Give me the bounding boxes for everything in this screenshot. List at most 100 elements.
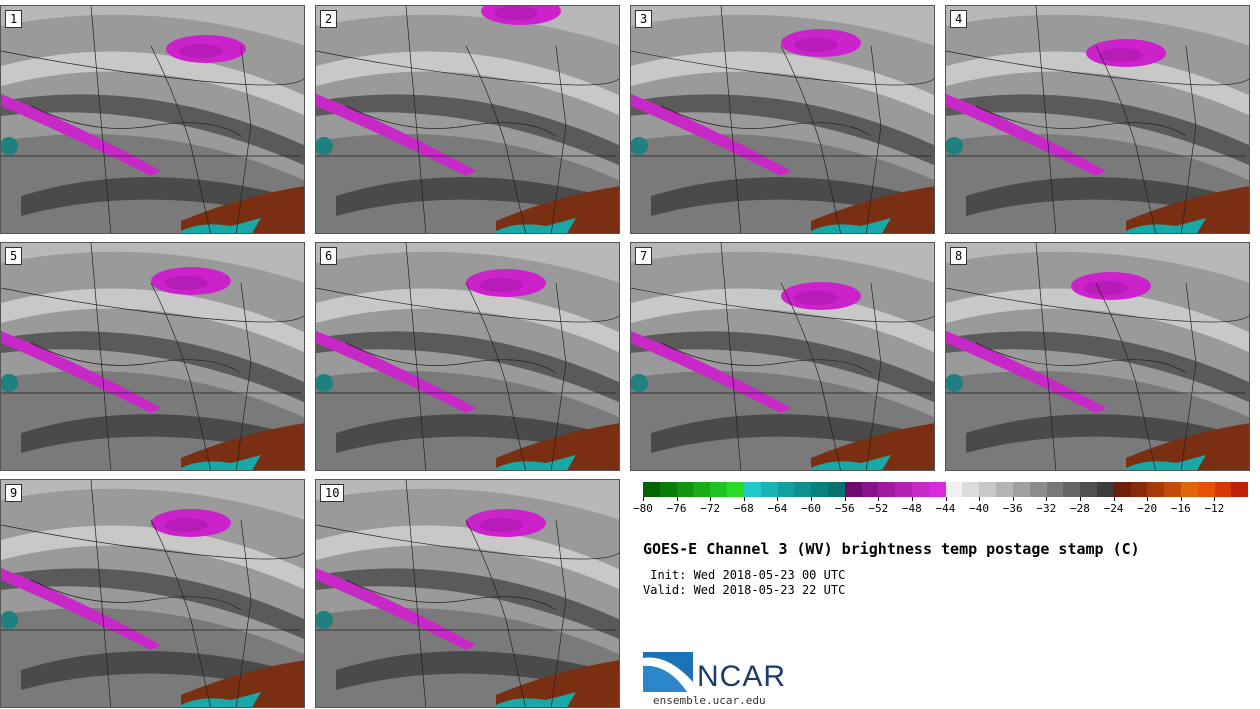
plot-title: GOES-E Channel 3 (WV) brightness temp po… — [643, 540, 1140, 558]
colorbar-tick-label: −64 — [767, 502, 788, 515]
stamp-panel: 6 — [315, 242, 620, 471]
colorbar-tick-label: −48 — [901, 502, 922, 515]
colorbar-tick — [911, 497, 913, 501]
colorbar-swatch — [693, 482, 711, 497]
colorbar-swatch — [811, 482, 828, 497]
valid-time: Valid: Wed 2018-05-23 22 UTC — [643, 583, 846, 597]
colorbar-tick — [777, 497, 779, 501]
panel-number-label: 3 — [635, 10, 653, 28]
init-time: Init: Wed 2018-05-23 00 UTC — [643, 568, 846, 582]
colorbar-swatch — [743, 482, 761, 497]
colorbar-swatch — [1029, 482, 1047, 497]
colorbar-swatch — [1063, 482, 1081, 497]
colorbar-tick-label: −28 — [1070, 502, 1090, 515]
colorbar-tick — [1214, 497, 1216, 501]
colorbar-swatch — [928, 482, 946, 497]
colorbar-tick-label: −20 — [1137, 502, 1158, 515]
colorbar-tick — [945, 497, 947, 501]
colorbar-tick-label: −76 — [666, 502, 687, 515]
panel-number-label: 9 — [5, 484, 23, 502]
colorbar-tick-label: −36 — [1002, 502, 1023, 515]
colorbar-tick — [1079, 497, 1081, 501]
colorbar-swatch — [945, 482, 963, 497]
stamp-panel: 1 — [0, 5, 305, 234]
colorbar-tick-label: −12 — [1204, 502, 1225, 515]
stamp-panel: 10 — [315, 479, 620, 708]
colorbar-tick — [844, 497, 846, 501]
stamp-panel: 7 — [630, 242, 935, 471]
colorbar-swatch — [1012, 482, 1030, 497]
colorbar-swatch — [1164, 482, 1181, 497]
stamp-panel: 8 — [945, 242, 1250, 471]
stamp-panel: 5 — [0, 242, 305, 471]
colorbar-tick-label: −40 — [969, 502, 990, 515]
panel-number-label: 5 — [5, 247, 23, 265]
colorbar-tick — [1113, 497, 1115, 501]
colorbar-swatch — [996, 482, 1013, 497]
panel-number-label: 4 — [950, 10, 968, 28]
wv-brightness-map — [946, 243, 1249, 470]
wv-brightness-map — [631, 243, 934, 470]
colorbar-tick-label: −72 — [700, 502, 721, 515]
colorbar-swatch — [895, 482, 912, 497]
colorbar-tick — [811, 497, 813, 501]
colorbar-swatch — [1197, 482, 1215, 497]
colorbar-tick — [1147, 497, 1149, 501]
panel-number-label: 6 — [320, 247, 338, 265]
ncar-logo-text: NCAR — [697, 660, 787, 693]
colorbar-tick-label: −60 — [801, 502, 821, 515]
stamp-panel: 9 — [0, 479, 305, 708]
colorbar-tick — [979, 497, 981, 501]
colorbar-swatch — [1231, 482, 1249, 497]
colorbar-swatch — [794, 482, 812, 497]
colorbar-swatch — [979, 482, 997, 497]
wv-brightness-map — [1, 6, 304, 233]
colorbar-tick — [878, 497, 880, 501]
colorbar-tick — [676, 497, 678, 501]
panel-number-label: 10 — [320, 484, 345, 502]
stamp-panel: 2 — [315, 5, 620, 234]
panel-number-label: 1 — [5, 10, 23, 28]
colorbar-tick — [743, 497, 745, 501]
colorbar-tick — [1012, 497, 1014, 501]
colorbar-swatch — [1096, 482, 1114, 497]
colorbar-swatches — [643, 482, 1249, 497]
colorbar-swatch — [912, 482, 929, 497]
colorbar-tick-label: −68 — [733, 502, 754, 515]
colorbar-tick-label: −24 — [1103, 502, 1124, 515]
colorbar-tick-label: −52 — [868, 502, 889, 515]
wv-brightness-map — [631, 6, 934, 233]
panel-number-label: 7 — [635, 247, 653, 265]
colorbar-ticks: −80 −76 −72 −68 −64 −60 −56 −52 −48 −44 −40 −36 −32−… — [633, 497, 1248, 519]
colorbar-tick-label: −16 — [1170, 502, 1191, 515]
stamp-panel: 3 — [630, 5, 935, 234]
colorbar-swatch — [643, 482, 660, 497]
colorbar-tick — [643, 497, 644, 501]
colorbar-swatch — [827, 482, 845, 497]
colorbar-swatch — [878, 482, 896, 497]
panel-number-label: 8 — [950, 247, 968, 265]
colorbar-tick — [710, 497, 712, 501]
stamp-panel: 4 — [945, 5, 1250, 234]
colorbar-tick-label: −56 — [834, 502, 855, 515]
colorbar-swatch — [659, 482, 677, 497]
colorbar-swatch — [1080, 482, 1097, 497]
colorbar-tick-label: −32 — [1036, 502, 1057, 515]
colorbar-swatch — [1130, 482, 1148, 497]
colorbar-swatch — [1214, 482, 1232, 497]
colorbar-swatch — [962, 482, 980, 497]
panel-number-label: 2 — [320, 10, 338, 28]
colorbar-swatch — [1147, 482, 1165, 497]
wv-brightness-map — [1, 480, 304, 707]
colorbar-swatch — [1113, 482, 1131, 497]
colorbar-tick — [1180, 497, 1182, 501]
colorbar-swatch — [727, 482, 744, 497]
wv-brightness-map — [316, 6, 619, 233]
wv-brightness-map — [946, 6, 1249, 233]
colorbar-tick — [1046, 497, 1048, 501]
wv-brightness-map — [316, 480, 619, 707]
colorbar-swatch — [777, 482, 795, 497]
colorbar-tick-label: −44 — [935, 502, 956, 515]
colorbar-swatch — [1046, 482, 1064, 497]
ncar-logo-icon — [643, 652, 693, 692]
